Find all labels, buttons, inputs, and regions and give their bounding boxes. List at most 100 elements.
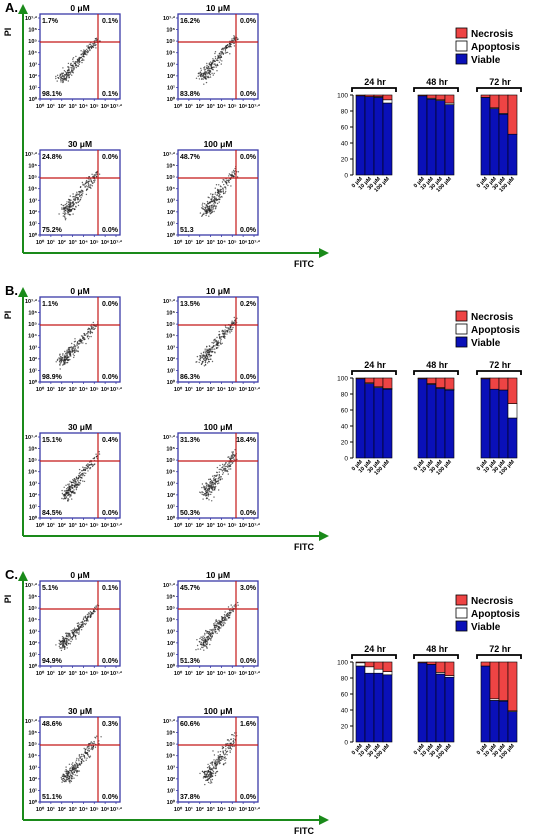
bar-segment-necrosis (489, 377, 500, 390)
bar-segment-viable (444, 104, 455, 176)
scatter-point (87, 46, 89, 49)
y-tick-label: 10⁷·² (25, 718, 37, 725)
bar-segment-viable (373, 97, 384, 176)
scatter-point (229, 332, 231, 334)
scatter-point (220, 338, 222, 340)
scatter-point (74, 346, 77, 348)
scatter-point (59, 75, 61, 77)
scatter-point (218, 619, 220, 622)
scatter-point (227, 470, 229, 473)
scatter-point (198, 78, 201, 80)
scatter-point (204, 208, 207, 210)
scatter-point (79, 471, 81, 474)
scatter-point (88, 750, 90, 752)
scatter-point (206, 632, 208, 634)
scatter-point (69, 214, 72, 216)
scatter-point (75, 202, 78, 204)
x-tick-label: 10⁰ (36, 806, 45, 813)
scatter-point (79, 190, 81, 193)
scatter-point (73, 630, 76, 632)
scatter-point (221, 466, 223, 469)
scatter-point (214, 187, 216, 189)
quadrant-ur-value: 3.0% (240, 585, 257, 592)
scatter-point (71, 632, 74, 634)
scatter-point (219, 754, 221, 756)
scatter-point (66, 356, 68, 359)
scatter-point (85, 468, 87, 470)
legend-swatch-apoptosis (455, 607, 468, 619)
scatter-point (209, 350, 211, 352)
y-tick-label: 10⁰ (29, 663, 38, 670)
scatter-point (84, 334, 87, 336)
scatter-point (213, 630, 215, 632)
scatter-point (216, 344, 218, 346)
scatter-point (203, 208, 205, 210)
scatter-point (217, 751, 219, 753)
scatter-point (89, 755, 92, 757)
scatter-point (65, 640, 68, 642)
scatter-point (209, 762, 212, 764)
pi-axis-label: PI (3, 595, 13, 604)
scatter-point (227, 615, 229, 617)
scatter-point (82, 192, 84, 194)
scatter-point (212, 74, 214, 76)
scatter-point (82, 620, 84, 623)
scatter-point (207, 781, 210, 784)
scatter-point (221, 51, 223, 53)
scatter-point (64, 354, 66, 356)
scatter-point (210, 488, 213, 490)
scatter-point (220, 56, 223, 58)
scatter-point (199, 648, 202, 650)
scatter-point (63, 780, 65, 782)
scatter-point (214, 56, 217, 58)
scatter-point (218, 468, 220, 471)
scatter-point (67, 632, 69, 635)
scatter-point (69, 487, 71, 489)
scatter-point (222, 468, 225, 470)
scatter-point (210, 629, 212, 631)
scatter-point (221, 473, 224, 475)
scatter-point (72, 200, 74, 203)
scatter-point (71, 69, 73, 72)
scatter-point (227, 616, 230, 619)
x-tick-label: 10⁴ (217, 807, 226, 813)
flow-plot-title: 100 μM (204, 139, 233, 149)
group-label: 48 hr (426, 360, 448, 370)
scatter-point (215, 184, 218, 186)
scatter-point (60, 79, 62, 81)
scatter-point (61, 207, 63, 209)
scatter-point (60, 362, 62, 364)
scatter-point (65, 768, 67, 771)
quadrant-lr-value: 0.0% (240, 510, 257, 517)
scatter-point (84, 183, 86, 185)
scatter-point (70, 205, 73, 208)
scatter-point (59, 353, 61, 355)
scatter-point (55, 644, 57, 646)
quadrant-lr-value: 0.0% (102, 658, 119, 665)
scatter-point (232, 742, 235, 745)
scatter-point (215, 197, 218, 199)
scatter-point (72, 205, 74, 208)
bar-segment-necrosis (355, 94, 366, 97)
scatter-point (75, 487, 78, 489)
scatter-point (211, 62, 213, 65)
scatter-point (201, 486, 203, 489)
scatter-point (69, 769, 71, 772)
scatter-point (64, 355, 66, 357)
bar-y-tick-label: 60 (341, 692, 349, 699)
y-tick-label: 10⁷·² (163, 434, 175, 441)
scatter-point (212, 485, 215, 488)
bar-segment-necrosis (444, 94, 455, 104)
scatter-point (55, 77, 57, 80)
scatter-point (232, 326, 234, 329)
scatter-point (214, 201, 216, 203)
scatter-point (204, 359, 207, 362)
scatter-point (208, 631, 211, 633)
scatter-point (204, 773, 206, 776)
scatter-point (80, 758, 83, 761)
x-tick-label: 10³ (69, 103, 77, 110)
y-tick-label: 10⁷·² (25, 298, 37, 305)
scatter-point (66, 361, 69, 364)
scatter-point (226, 330, 228, 332)
scatter-point (68, 74, 71, 76)
